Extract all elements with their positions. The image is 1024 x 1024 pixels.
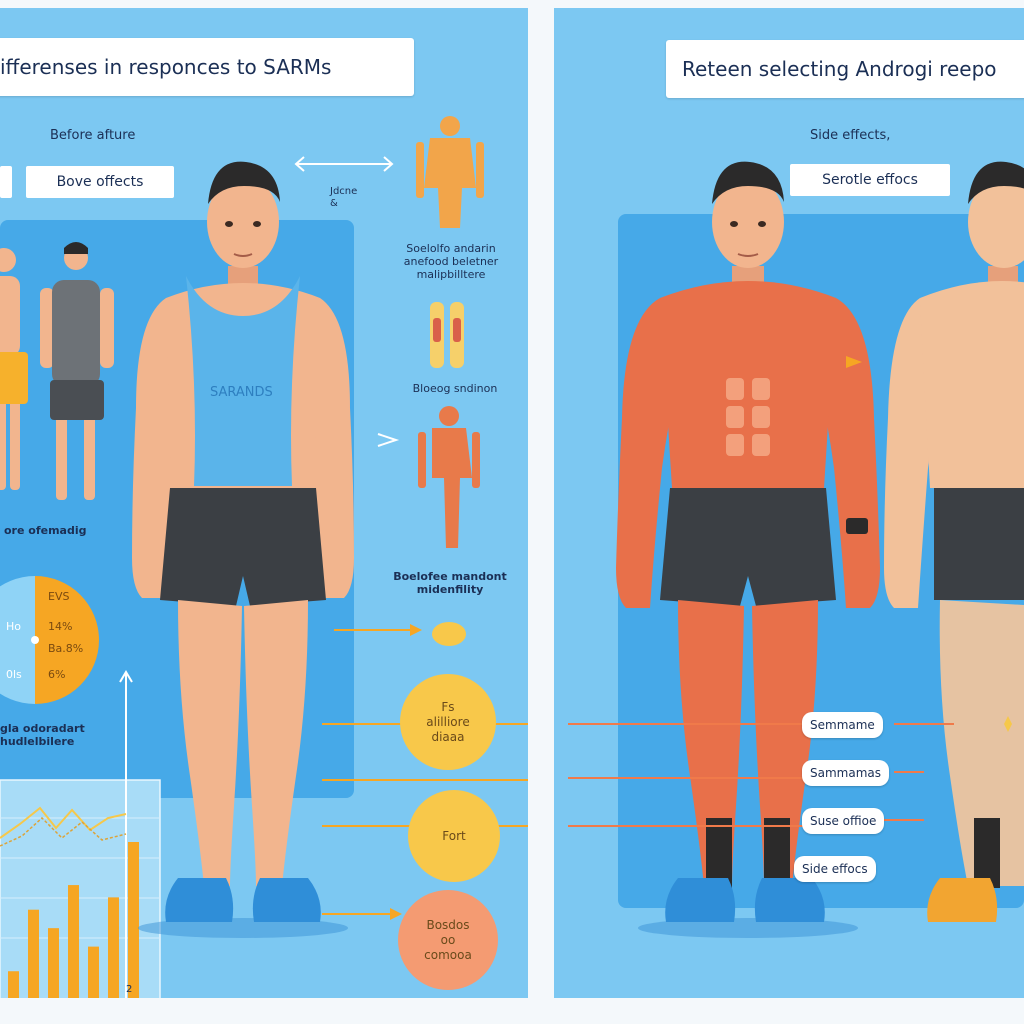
background-people-illustration [0, 242, 114, 500]
circle-3: Bosdos oo comooa [398, 890, 498, 990]
pie-value-2: Ho [6, 620, 22, 633]
chart-bar-4 [68, 885, 79, 998]
chart-line-series-1 [0, 806, 127, 839]
anatomy-figure-bottom [418, 406, 480, 548]
pill-connectors [568, 716, 1012, 827]
pie-value-5: 0ls [6, 668, 22, 681]
anatomy-figure-top [416, 116, 484, 228]
chart-line-series-2 [0, 816, 127, 847]
bar-line-chart [0, 670, 161, 998]
side-text-1: Soelolfo andarin anefood beletner malipb… [403, 242, 499, 281]
pill-3: Suse offioe [802, 808, 885, 834]
right-subtitle: Side effects, [810, 128, 891, 143]
pill-4: Side effocs [794, 856, 876, 882]
right-panel: Reteen selecting Androgi reepo Side effe… [554, 8, 1024, 998]
chart-bar-7 [128, 842, 139, 998]
second-athlete-figure [884, 161, 1024, 922]
chart-bar-2 [28, 909, 39, 998]
axis-tick: 2 [126, 984, 133, 995]
left-label-stub [0, 166, 12, 198]
chart-bar-5 [88, 946, 99, 998]
pie-value-6: 6% [48, 668, 66, 681]
muscle-icon [430, 302, 464, 368]
pie-chart [0, 576, 99, 704]
tank-top-text: SARANDS [210, 385, 273, 400]
right-label-box: Serotle effocs [790, 164, 950, 196]
pill-2: Sammamas [802, 760, 889, 786]
chart-bar-1 [8, 971, 19, 998]
chart-bar-3 [48, 928, 59, 998]
right-title: Reteen selecting Androgi reepo [666, 40, 1024, 98]
connector-arrows [322, 624, 528, 920]
chart-caption: gla odoradart hudlelbilere [0, 722, 85, 748]
side-text-2: Bloeog sndinon [412, 382, 498, 395]
circle-2: Fort [408, 790, 500, 882]
muscle-anatomy-figure [616, 161, 880, 938]
double-arrow-icon [294, 156, 394, 172]
left-subtitle: Before afture [50, 128, 136, 143]
side-text-3: Boelofee mandont midenfility [393, 570, 507, 596]
left-panel: ifferenses in responces to SARMs Before … [0, 8, 528, 998]
pie-value-3: 14% [48, 620, 73, 633]
tank-top-athlete-figure: SARANDS [132, 161, 354, 938]
chart-bar-6 [108, 897, 119, 998]
small-note: Jdcne & [330, 186, 358, 209]
pill-1: Semmame [802, 712, 883, 738]
arrow-right-icon [377, 433, 400, 447]
pie-value-1: EVS [48, 590, 70, 603]
left-label-box: Bove offects [26, 166, 174, 198]
left-title: ifferenses in responces to SARMs [0, 38, 414, 96]
small-orange-dot [432, 622, 466, 646]
caption-left: ore ofemadig [4, 524, 87, 537]
circle-1: Fs alilliore diaaa [400, 674, 496, 770]
arrow-right-icon-2 [846, 356, 862, 368]
pie-value-4: Ba.8% [48, 642, 84, 655]
